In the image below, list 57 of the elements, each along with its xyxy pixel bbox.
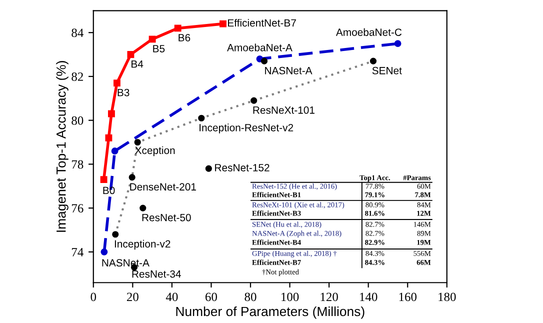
point [370,58,377,64]
point [174,24,182,32]
annotation: SENet [372,66,402,74]
point [205,165,212,172]
point [260,58,268,64]
annotation: B3 [118,88,130,96]
annotation: B5 [153,45,165,52]
x-axis-title: Number of Parameters (Millions) [176,306,364,319]
annotation: NASNet-A [102,259,150,267]
annotation: ResNet-50 [142,214,191,222]
x-tick-label: 140 [360,292,378,302]
y-tick-label: 80 [72,116,84,125]
x-tick-label: 0 [90,292,96,302]
annotation: B0 [103,186,115,194]
x-tick-label: 40 [166,292,178,302]
point [140,204,146,212]
point [100,176,108,184]
y-tick-label: 84 [72,28,84,38]
annotation: AmoebaNet-C [336,28,402,36]
annotation: ResNet-152 [215,164,270,172]
annotation: B4 [132,60,144,68]
y-tick-label: 76 [72,204,84,213]
point [127,51,134,58]
point [128,174,136,181]
point [113,80,120,87]
point [105,134,112,142]
point [134,138,141,146]
point [112,231,119,238]
y-tick-label: 74 [72,248,84,256]
annotation: AmoebaNet-A [227,44,292,52]
point [111,148,118,154]
annotation: DenseNet-201 [130,183,196,191]
annotation: B6 [178,34,190,42]
annotation: ResNeXt-101 [253,106,314,114]
annotation: EfficientNet-B7 [228,18,296,27]
point [148,36,156,43]
y-tick-label: 78 [72,160,84,169]
y-tick-label: 82 [72,72,83,81]
point [250,97,258,104]
point [108,110,115,118]
point [198,114,205,122]
x-tick-label: 100 [282,292,299,302]
x-tick-label: 120 [320,292,338,302]
annotation: Inception-ResNet-v2 [200,124,294,134]
annotation: Inception-v2 [114,240,170,250]
x-tick-label: 160 [399,292,417,302]
annotation: Xception [135,146,175,156]
point [394,40,402,48]
annotation: NASNet-A [265,66,312,74]
x-tick-label: 20 [126,292,138,302]
annotation: ResNet-34 [132,270,181,278]
point [100,248,108,256]
x-tick-label: 80 [244,292,256,302]
y-axis-title: Imagenet Top-1 Accuracy (%) [56,61,68,232]
x-tick-label: 60 [206,292,217,302]
x-tick-label: 180 [438,292,456,302]
point [220,20,226,28]
